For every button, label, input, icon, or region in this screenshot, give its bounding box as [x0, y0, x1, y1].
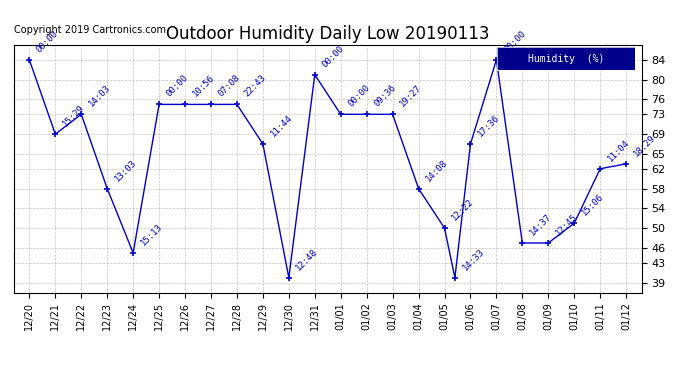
Text: 14:08: 14:08 [424, 158, 449, 183]
Text: 00:00: 00:00 [165, 74, 190, 99]
Text: 19:27: 19:27 [398, 83, 424, 109]
Text: 17:36: 17:36 [476, 113, 502, 138]
Text: 14:03: 14:03 [87, 83, 112, 109]
Text: 12:22: 12:22 [450, 197, 475, 223]
Text: 15:29: 15:29 [61, 103, 86, 129]
Text: 12:45: 12:45 [554, 212, 579, 237]
Text: 22:43: 22:43 [242, 74, 268, 99]
Text: 00:00: 00:00 [502, 29, 527, 54]
Text: 11:44: 11:44 [268, 113, 294, 138]
Text: 18:29: 18:29 [631, 133, 657, 158]
Text: 15:06: 15:06 [580, 192, 605, 217]
Text: 07:08: 07:08 [217, 74, 242, 99]
Text: 09:36: 09:36 [372, 83, 397, 109]
Text: 11:04: 11:04 [606, 138, 631, 163]
Text: 00:00: 00:00 [35, 29, 60, 54]
Text: 13:03: 13:03 [112, 158, 138, 183]
Text: 14:33: 14:33 [460, 247, 486, 272]
Text: 00:00: 00:00 [320, 44, 346, 69]
Title: Outdoor Humidity Daily Low 20190113: Outdoor Humidity Daily Low 20190113 [166, 26, 489, 44]
Text: Copyright 2019 Cartronics.com: Copyright 2019 Cartronics.com [14, 25, 166, 35]
Text: 10:56: 10:56 [190, 74, 216, 99]
Text: 12:48: 12:48 [295, 247, 319, 272]
Text: 15:13: 15:13 [139, 222, 164, 248]
Text: 14:37: 14:37 [528, 212, 553, 237]
Text: 00:00: 00:00 [346, 83, 372, 109]
